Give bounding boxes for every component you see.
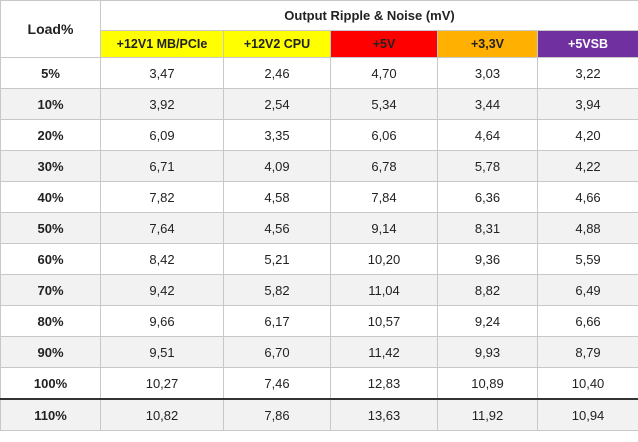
value-cell: 5,82: [223, 274, 331, 306]
table-row: 40% 7,82 4,58 7,84 6,36 4,66: [0, 181, 638, 213]
load-cell: 90%: [0, 336, 101, 368]
value-cell: 9,36: [437, 243, 538, 275]
value-cell: 3,35: [223, 119, 331, 151]
value-cell: 8,42: [100, 243, 224, 275]
value-cell: 4,09: [223, 150, 331, 182]
value-cell: 11,42: [330, 336, 438, 368]
value-cell: 2,46: [223, 57, 331, 89]
table-row: 90% 9,51 6,70 11,42 9,93 8,79: [0, 336, 638, 368]
load-cell: 70%: [0, 274, 101, 306]
value-cell: 3,44: [437, 88, 538, 120]
value-cell: 3,47: [100, 57, 224, 89]
value-cell: 6,66: [536, 305, 638, 337]
value-cell: 3,92: [100, 88, 224, 120]
value-cell: 4,58: [223, 181, 331, 213]
load-header: Load%: [0, 0, 101, 58]
load-cell: 30%: [0, 150, 101, 182]
value-cell: 6,36: [437, 181, 538, 213]
value-cell: 11,92: [437, 398, 538, 431]
value-cell: 7,84: [330, 181, 438, 213]
value-cell: 4,70: [330, 57, 438, 89]
value-cell: 4,88: [536, 212, 638, 244]
value-cell: 3,03: [437, 57, 538, 89]
value-cell: 9,93: [437, 336, 538, 368]
value-cell: 5,78: [437, 150, 538, 182]
value-cell: 11,04: [330, 274, 438, 306]
table-row: 5% 3,47 2,46 4,70 3,03 3,22: [0, 57, 638, 89]
table-row: 10% 3,92 2,54 5,34 3,44 3,94: [0, 88, 638, 120]
value-cell: 6,78: [330, 150, 438, 182]
table-row: 50% 7,64 4,56 9,14 8,31 4,88: [0, 212, 638, 244]
value-cell: 3,94: [536, 88, 638, 120]
value-cell: 4,22: [536, 150, 638, 182]
value-cell: 10,89: [437, 367, 538, 400]
value-cell: 4,56: [223, 212, 331, 244]
column-header: +5V: [330, 30, 438, 58]
value-cell: 5,21: [223, 243, 331, 275]
value-cell: 9,66: [100, 305, 224, 337]
table-row: 110% 10,82 7,86 13,63 11,92 10,94: [0, 398, 638, 431]
value-cell: 4,64: [437, 119, 538, 151]
value-cell: 7,46: [223, 367, 331, 400]
value-cell: 9,24: [437, 305, 538, 337]
value-cell: 7,86: [223, 398, 331, 431]
value-cell: 5,34: [330, 88, 438, 120]
value-cell: 4,66: [536, 181, 638, 213]
value-cell: 6,49: [536, 274, 638, 306]
load-cell: 80%: [0, 305, 101, 337]
table-row: 100% 10,27 7,46 12,83 10,89 10,40: [0, 367, 638, 400]
value-cell: 10,20: [330, 243, 438, 275]
table-row: 80% 9,66 6,17 10,57 9,24 6,66: [0, 305, 638, 337]
load-cell: 10%: [0, 88, 101, 120]
load-cell: 5%: [0, 57, 101, 89]
value-cell: 6,09: [100, 119, 224, 151]
load-cell: 100%: [0, 367, 101, 400]
value-cell: 6,17: [223, 305, 331, 337]
load-cell: 40%: [0, 181, 101, 213]
value-cell: 10,57: [330, 305, 438, 337]
table-row: 70% 9,42 5,82 11,04 8,82 6,49: [0, 274, 638, 306]
value-cell: 8,79: [536, 336, 638, 368]
value-cell: 4,20: [536, 119, 638, 151]
group-header: Output Ripple & Noise (mV): [99, 0, 638, 31]
value-cell: 6,70: [223, 336, 331, 368]
load-cell: 20%: [0, 119, 101, 151]
table-row: 20% 6,09 3,35 6,06 4,64 4,20: [0, 119, 638, 151]
value-cell: 8,82: [437, 274, 538, 306]
value-cell: 7,64: [100, 212, 224, 244]
value-cell: 2,54: [223, 88, 331, 120]
load-cell: 60%: [0, 243, 101, 275]
value-cell: 10,40: [536, 367, 638, 400]
table-row: 30% 6,71 4,09 6,78 5,78 4,22: [0, 150, 638, 182]
value-cell: 10,82: [100, 398, 224, 431]
column-header: +12V2 CPU: [223, 30, 331, 58]
value-cell: 10,27: [100, 367, 224, 400]
column-header: +12V1 MB/PCIe: [100, 30, 224, 58]
value-cell: 5,59: [536, 243, 638, 275]
value-cell: 13,63: [330, 398, 438, 431]
value-cell: 6,06: [330, 119, 438, 151]
value-cell: 3,22: [536, 57, 638, 89]
column-header: +5VSB: [536, 30, 638, 58]
load-cell: 50%: [0, 212, 101, 244]
value-cell: 7,82: [100, 181, 224, 213]
column-header: +3,3V: [437, 30, 538, 58]
value-cell: 9,51: [100, 336, 224, 368]
value-cell: 9,14: [330, 212, 438, 244]
value-cell: 10,94: [536, 398, 638, 431]
value-cell: 12,83: [330, 367, 438, 400]
load-cell: 110%: [0, 398, 101, 431]
value-cell: 6,71: [100, 150, 224, 182]
ripple-table: Load% Output Ripple & Noise (mV) +12V1 M…: [0, 0, 638, 431]
value-cell: 8,31: [437, 212, 538, 244]
table-row: 60% 8,42 5,21 10,20 9,36 5,59: [0, 243, 638, 275]
value-cell: 9,42: [100, 274, 224, 306]
